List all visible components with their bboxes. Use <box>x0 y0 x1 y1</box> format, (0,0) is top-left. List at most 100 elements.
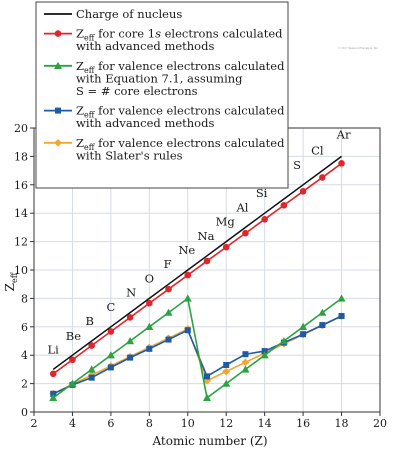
element-label-si: Si <box>256 186 268 200</box>
data-point-core1s <box>299 188 307 195</box>
data-point-eq71 <box>106 351 115 359</box>
y-tick-label: 8 <box>21 292 28 305</box>
data-point-core1s <box>222 243 230 251</box>
element-label-c: C <box>106 300 115 314</box>
data-point-core1s <box>203 257 211 265</box>
series-line-core1s <box>52 162 343 375</box>
data-point-eq71 <box>241 365 250 373</box>
legend-text: Zeff for valence electrons calculated <box>76 104 285 120</box>
data-point-core1s <box>338 160 345 167</box>
data-point-eq71 <box>279 337 288 345</box>
x-tick-label: 14 <box>258 417 272 430</box>
data-point-core1s <box>49 370 57 378</box>
data-point-eq71 <box>87 365 96 373</box>
data-point-advanced <box>165 336 172 343</box>
y-tick-label: 14 <box>14 207 28 220</box>
y-tick-label: 20 <box>14 122 28 135</box>
data-point-advanced <box>88 374 95 381</box>
data-point-advanced <box>242 351 249 358</box>
legend-swatch-marker <box>54 30 62 37</box>
element-label-na: Na <box>198 229 215 243</box>
legend-item-core1s: Zeff for core 1s electrons calculatedwit… <box>44 27 283 53</box>
data-point-advanced <box>107 364 114 371</box>
data-point-advanced <box>204 373 210 380</box>
x-axis-title: Atomic number (Z) <box>151 434 267 448</box>
data-point-advanced <box>300 331 307 338</box>
element-label-al: Al <box>235 200 248 214</box>
y-axis-title-subscript: eff <box>10 271 19 283</box>
data-point-slater <box>203 376 211 385</box>
series-line-advanced <box>52 315 342 395</box>
data-point-core1s <box>69 356 76 364</box>
series-eq71 <box>49 294 346 401</box>
element-label-b: B <box>85 314 93 328</box>
x-tick-label: 20 <box>373 417 387 430</box>
data-point-advanced <box>338 313 345 320</box>
legend-text: Zeff for valence electrons calculated <box>76 59 285 75</box>
legend-text: Zeff for core 1s electrons calculated <box>76 27 283 43</box>
legend-swatch-marker <box>54 61 62 69</box>
element-label-o: O <box>145 271 154 285</box>
element-label-ne: Ne <box>178 243 195 257</box>
element-label-n: N <box>126 286 136 300</box>
element-label-mg: Mg <box>216 215 236 229</box>
data-point-eq71 <box>299 322 308 330</box>
data-point-core1s <box>146 299 153 307</box>
x-tick-label: 18 <box>335 417 349 430</box>
data-point-eq71 <box>68 379 77 387</box>
data-point-core1s <box>88 342 95 349</box>
legend-text: S = # core electrons <box>76 84 198 98</box>
series-core1s <box>49 160 345 378</box>
y-tick-label: 2 <box>21 378 28 391</box>
data-point-core1s <box>280 201 288 209</box>
y-axis-title-main: Z <box>3 283 17 291</box>
data-point-eq71 <box>183 294 192 302</box>
series-line-nucleus <box>52 155 343 371</box>
x-tick-label: 12 <box>219 417 233 430</box>
data-point-eq71 <box>49 393 58 401</box>
data-point-slater <box>222 367 231 376</box>
legend-text: Zeff for valence electrons calculated <box>76 136 285 152</box>
x-tick-label: 2 <box>31 417 38 430</box>
data-point-slater <box>241 358 250 367</box>
data-point-advanced <box>127 354 134 361</box>
data-point-advanced <box>261 348 268 355</box>
series-nucleus <box>52 155 343 371</box>
element-label-ar: Ar <box>336 127 351 141</box>
legend-item-advanced: Zeff for valence electrons calculatedwit… <box>44 104 285 130</box>
data-point-eq71 <box>126 337 135 345</box>
legend: Charge of nucleus Zeff for core 1s electr… <box>35 1 289 189</box>
legend-item-nucleus: Charge of nucleus <box>44 7 182 21</box>
data-point-core1s <box>126 314 134 321</box>
element-label-cl: Cl <box>311 144 324 158</box>
data-point-advanced <box>146 345 153 352</box>
data-point-eq71 <box>318 308 327 316</box>
x-tick-label: 16 <box>296 417 310 430</box>
y-tick-label: 12 <box>14 236 28 249</box>
x-tick-label: 10 <box>181 417 195 430</box>
y-axis-title: Zeff <box>3 271 19 291</box>
element-label-s: S <box>293 158 301 172</box>
data-point-advanced <box>184 327 191 334</box>
legend-text: with Slater's rules <box>76 148 183 162</box>
data-point-eq71 <box>260 351 269 359</box>
legend-text: Charge of nucleus <box>76 7 182 21</box>
y-tick-label: 10 <box>14 264 28 277</box>
y-tick-label: 6 <box>21 321 28 334</box>
data-point-eq71 <box>164 308 173 316</box>
legend-box <box>35 1 289 189</box>
data-point-core1s <box>165 285 172 293</box>
x-tick-label: 4 <box>69 417 76 430</box>
y-tick-label: 16 <box>14 179 28 192</box>
data-point-eq71 <box>337 294 346 302</box>
legend-text: with advanced methods <box>76 116 214 130</box>
legend-text: with advanced methods <box>76 39 214 53</box>
x-tick-label: 6 <box>107 417 114 430</box>
legend-swatch-marker <box>55 107 61 114</box>
data-point-eq71 <box>203 393 211 401</box>
y-tick-label: 0 <box>21 406 28 419</box>
legend-item-eq71: Zeff for valence electrons calculatedwit… <box>44 59 285 98</box>
data-point-advanced <box>223 361 230 368</box>
